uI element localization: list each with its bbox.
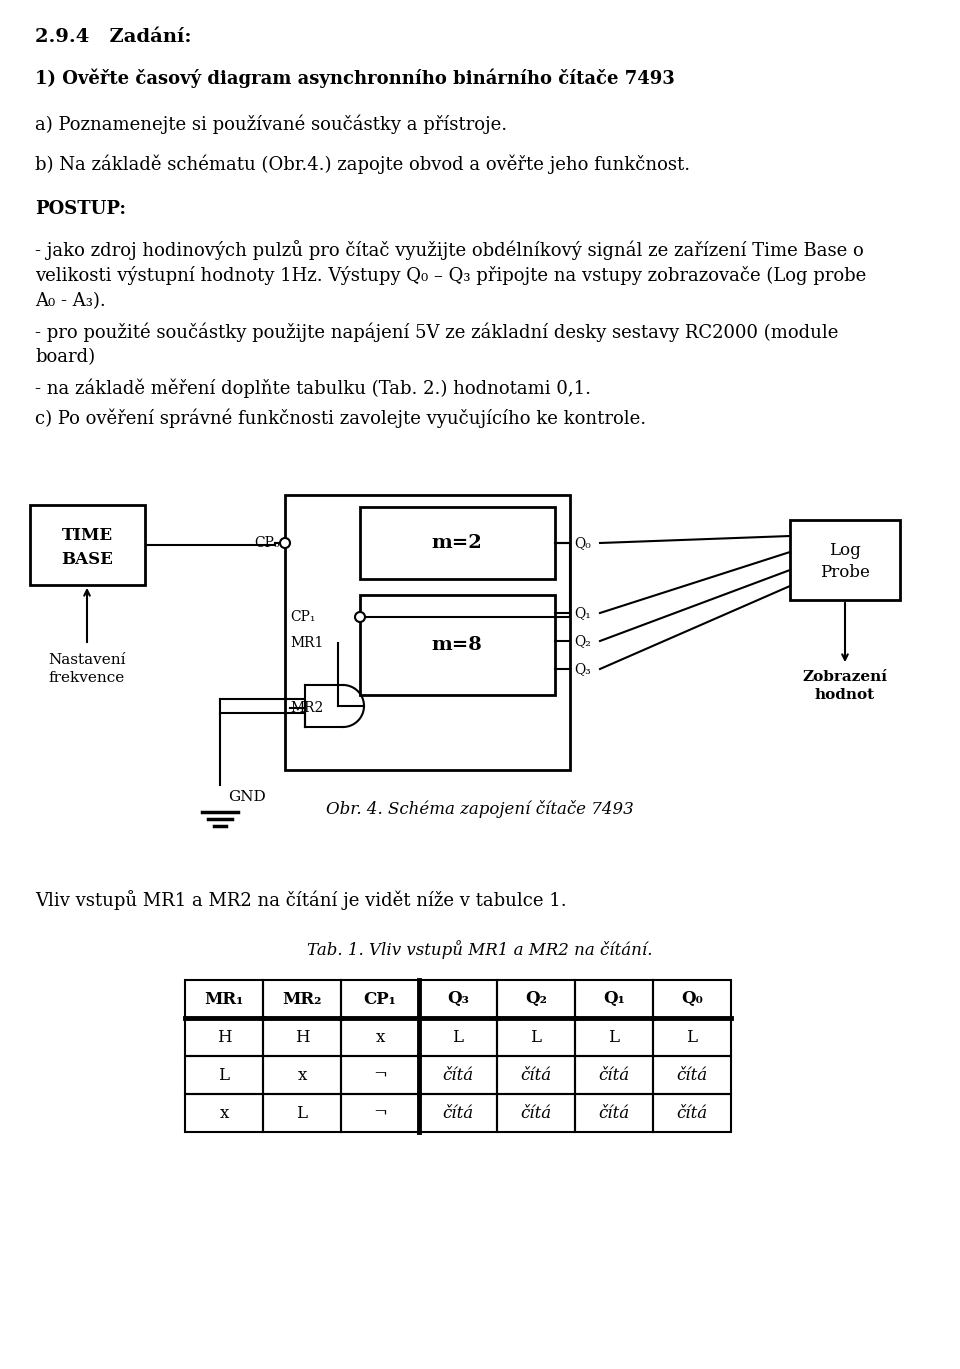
Text: čítá: čítá [677,1066,708,1083]
Bar [790,520,900,600]
Text: CP₁: CP₁ [364,991,396,1008]
Circle shape [280,538,290,548]
Text: - jako zdroj hodinových pulzů pro čítač využijte obdélníkový signál ze zařízení : - jako zdroj hodinových pulzů pro čítač … [35,240,864,260]
Text: Log: Log [829,542,861,559]
Bar [575,1094,653,1132]
Text: Nastavení: Nastavení [48,653,126,667]
Bar [653,980,731,1019]
Text: MR2: MR2 [290,701,324,715]
Text: L: L [531,1028,541,1046]
Text: x: x [298,1066,306,1083]
Bar [497,1055,575,1094]
Text: Q₁: Q₁ [603,991,625,1008]
Bar [497,1094,575,1132]
Text: x: x [219,1105,228,1121]
Text: Q₂: Q₂ [574,634,590,648]
Text: ¬: ¬ [373,1066,387,1083]
Bar [341,980,419,1019]
Text: 2.9.4   Zadání:: 2.9.4 Zadání: [35,27,191,47]
Bar [360,507,555,579]
Text: čítá: čítá [598,1105,630,1121]
Bar [341,1094,419,1132]
Text: CP₁: CP₁ [290,611,316,624]
Text: BASE: BASE [61,550,113,568]
Bar [653,1094,731,1132]
Text: Q₀: Q₀ [574,537,590,550]
Text: L: L [686,1028,698,1046]
Text: - na základě měření doplňte tabulku (Tab. 2.) hodnotami 0,1.: - na základě měření doplňte tabulku (Tab… [35,378,591,397]
Circle shape [355,612,365,622]
Bar [419,1019,497,1055]
Bar [497,1019,575,1055]
Text: L: L [609,1028,619,1046]
Bar [185,1055,263,1094]
Text: L: L [452,1028,464,1046]
Text: Tab. 1. Vliv vstupů MR1 a MR2 na čítání.: Tab. 1. Vliv vstupů MR1 a MR2 na čítání. [307,941,653,958]
Text: GND: GND [228,790,266,804]
Bar [419,1055,497,1094]
Text: - pro použité součástky použijte napájení 5V ze základní desky sestavy RC2000 (m: - pro použité součástky použijte napájen… [35,322,838,341]
Text: H: H [295,1028,309,1046]
Text: c) Po ověření správné funkčnosti zavolejte vyučujícího ke kontrole.: c) Po ověření správné funkčnosti zavolej… [35,408,646,427]
Text: board): board) [35,348,95,366]
Bar [497,980,575,1019]
Text: MR₂: MR₂ [282,991,322,1008]
Text: frekvence: frekvence [49,671,125,684]
Bar [341,1019,419,1055]
Text: H: H [217,1028,231,1046]
Text: čítá: čítá [443,1066,473,1083]
Text: m=2: m=2 [432,534,482,552]
Text: Q₃: Q₃ [447,991,468,1008]
Bar [263,1019,341,1055]
Text: Vliv vstupů MR1 a MR2 na čítání je vidět níže v tabulce 1.: Vliv vstupů MR1 a MR2 na čítání je vidět… [35,890,566,910]
Bar [263,1055,341,1094]
Bar [30,505,145,585]
Text: hodnot: hodnot [815,689,876,702]
Text: L: L [297,1105,307,1121]
Bar [575,980,653,1019]
Bar [419,980,497,1019]
Text: 1) Ověřte časový diagram asynchronního binárního čítače 7493: 1) Ověřte časový diagram asynchronního b… [35,68,675,88]
Text: x: x [375,1028,385,1046]
Bar [360,596,555,695]
Text: Q₀: Q₀ [681,991,703,1008]
Text: MR₁: MR₁ [204,991,244,1008]
Text: čítá: čítá [443,1105,473,1121]
Text: čítá: čítá [677,1105,708,1121]
Text: m=8: m=8 [432,637,482,654]
Bar [575,1055,653,1094]
Text: CP₀: CP₀ [254,537,280,550]
Text: POSTUP:: POSTUP: [35,200,126,218]
Bar [419,1094,497,1132]
Text: Q₁: Q₁ [574,606,590,620]
Text: TIME: TIME [61,527,112,543]
Text: Zobrazení: Zobrazení [803,669,887,684]
Text: čítá: čítá [598,1066,630,1083]
Text: Probe: Probe [820,564,870,580]
Bar [185,1019,263,1055]
Bar [575,1019,653,1055]
Text: A₀ - A₃).: A₀ - A₃). [35,292,106,309]
Bar [185,1094,263,1132]
Text: L: L [219,1066,229,1083]
Text: MR1: MR1 [290,637,324,650]
Text: Q₂: Q₂ [525,991,547,1008]
Bar [653,1019,731,1055]
Bar [653,1055,731,1094]
Text: a) Poznamenejte si používané součástky a přístroje.: a) Poznamenejte si používané součástky a… [35,115,507,134]
Bar [185,980,263,1019]
Text: Obr. 4. Schéma zapojení čítače 7493: Obr. 4. Schéma zapojení čítače 7493 [326,799,634,819]
Bar [285,496,570,769]
Bar [263,980,341,1019]
Text: b) Na základě schématu (Obr.4.) zapojte obvod a ověřte jeho funkčnost.: b) Na základě schématu (Obr.4.) zapojte … [35,155,690,174]
Text: Q₃: Q₃ [574,663,590,676]
Text: čítá: čítá [520,1105,552,1121]
Text: ¬: ¬ [373,1105,387,1121]
Text: čítá: čítá [520,1066,552,1083]
Text: velikosti výstupní hodnoty 1Hz. Výstupy Q₀ – Q₃ připojte na vstupy zobrazovače (: velikosti výstupní hodnoty 1Hz. Výstupy … [35,266,866,285]
Bar [341,1055,419,1094]
Bar [263,1094,341,1132]
